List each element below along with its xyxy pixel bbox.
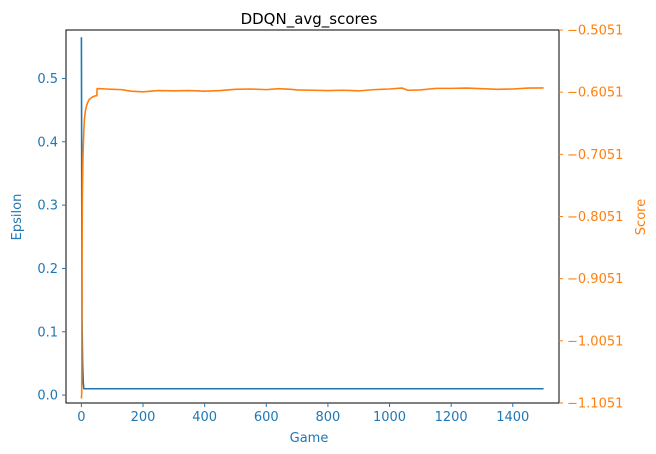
right-axis-ticks: −1.1051 −1.0051 −0.9051 −0.8051 −0.7051 −0.60…	[559, 24, 623, 412]
chart-title: DDQN_avg_scores	[241, 10, 378, 29]
right-tick-label: −1.1051	[567, 397, 623, 412]
x-tick-label: 1400	[496, 410, 529, 425]
x-axis-ticks: 0 200 400 600 800 1000 1200 1400	[77, 403, 529, 425]
right-tick-label: −0.6051	[567, 86, 623, 101]
right-tick-label: −0.8051	[567, 210, 623, 225]
left-tick-label: 0.1	[37, 325, 58, 340]
x-tick-label: 800	[315, 410, 340, 425]
x-tick-label: 1200	[435, 410, 468, 425]
left-axis-ticks: 0.0 0.1 0.2 0.3 0.4 0.5	[37, 72, 66, 404]
right-tick-label: −0.7051	[567, 148, 623, 163]
plot-frame	[65, 29, 560, 404]
right-axis-label: Score	[634, 199, 649, 235]
epsilon-series-line	[80, 37, 544, 390]
x-tick-label: 400	[192, 410, 217, 425]
x-tick-label: 200	[131, 410, 156, 425]
x-axis-label: Game	[290, 431, 329, 446]
left-tick-label: 0.0	[37, 389, 58, 404]
x-tick-label: 600	[254, 410, 279, 425]
series-layer	[80, 37, 544, 399]
x-tick-label: 0	[77, 410, 85, 425]
left-tick-label: 0.3	[37, 199, 58, 214]
right-tick-label: −0.5051	[567, 24, 623, 39]
left-axis-label: Epsilon	[10, 194, 25, 241]
score-series-line	[80, 87, 544, 399]
left-tick-label: 0.4	[37, 135, 58, 150]
left-tick-label: 0.5	[37, 72, 58, 87]
right-tick-label: −0.9051	[567, 272, 623, 287]
plot-area	[65, 29, 560, 404]
right-tick-label: −1.0051	[567, 334, 623, 349]
left-tick-label: 0.2	[37, 262, 58, 277]
x-tick-label: 1000	[373, 410, 406, 425]
